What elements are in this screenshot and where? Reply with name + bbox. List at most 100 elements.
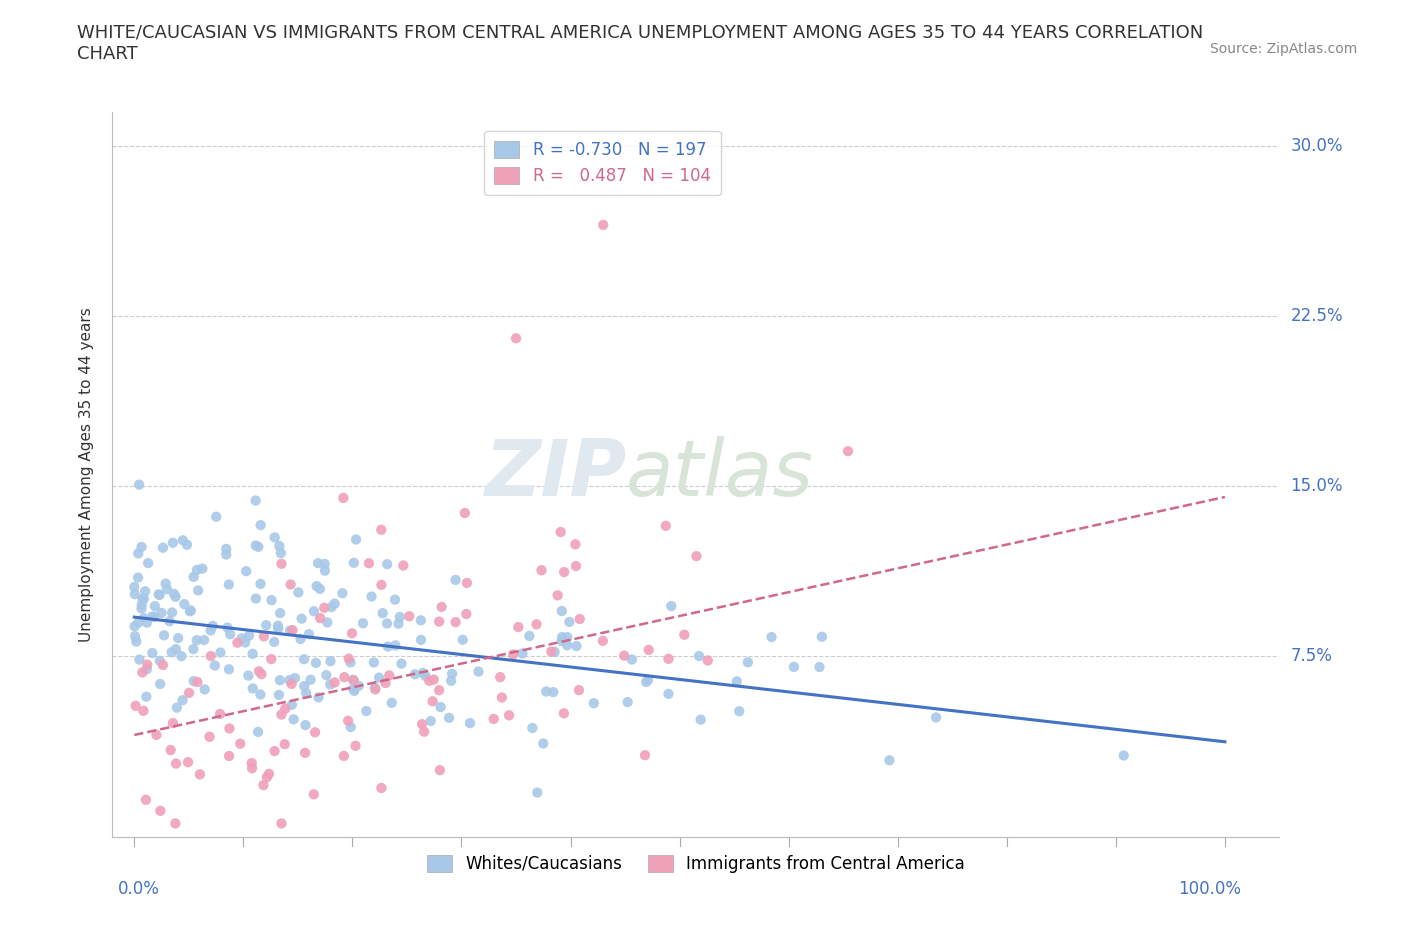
Point: [337, 651, 360, 666]
Point: [231, 631, 253, 645]
Point: [302, 604, 325, 618]
Point: [551, 604, 574, 618]
Point: [238, 628, 260, 643]
Point: [565, 559, 588, 574]
Point: [176, 538, 198, 552]
Point: [696, 653, 718, 668]
Point: [377, 639, 399, 654]
Point: [149, 676, 172, 691]
Point: [456, 576, 478, 591]
Point: [550, 525, 572, 539]
Point: [201, 618, 224, 633]
Point: [505, 331, 527, 346]
Point: [219, 627, 242, 642]
Point: [247, 539, 270, 554]
Point: [141, 609, 163, 624]
Point: [245, 538, 267, 553]
Point: [247, 724, 270, 739]
Point: [160, 644, 183, 659]
Point: [278, 623, 301, 638]
Point: [249, 518, 271, 533]
Point: [292, 652, 315, 667]
Point: [177, 755, 200, 770]
Point: [558, 615, 581, 630]
Point: [165, 590, 187, 604]
Point: [582, 696, 605, 711]
Point: [673, 628, 696, 643]
Point: [152, 540, 174, 555]
Point: [541, 684, 564, 699]
Point: [135, 792, 157, 807]
Point: [375, 557, 398, 572]
Point: [125, 634, 148, 649]
Point: [188, 767, 211, 782]
Point: [441, 666, 464, 681]
Point: [132, 703, 155, 718]
Point: [370, 523, 392, 538]
Point: [124, 698, 146, 713]
Point: [339, 720, 361, 735]
Point: [688, 648, 710, 663]
Point: [131, 597, 153, 612]
Point: [456, 606, 478, 621]
Point: [145, 727, 167, 742]
Point: [444, 573, 467, 588]
Point: [388, 609, 411, 624]
Point: [127, 616, 149, 631]
Point: [128, 477, 150, 492]
Point: [321, 600, 343, 615]
Point: [136, 555, 159, 570]
Point: [260, 592, 283, 607]
Point: [250, 667, 273, 682]
Point: [409, 632, 432, 647]
Point: [761, 630, 783, 644]
Point: [304, 724, 326, 739]
Point: [274, 737, 297, 751]
Point: [634, 748, 657, 763]
Point: [616, 695, 638, 710]
Point: [536, 684, 558, 698]
Point: [299, 672, 322, 687]
Point: [344, 738, 367, 753]
Point: [512, 646, 534, 661]
Point: [270, 816, 292, 830]
Point: [502, 647, 524, 662]
Point: [592, 633, 614, 648]
Point: [136, 615, 159, 630]
Point: [294, 718, 316, 733]
Point: [422, 694, 444, 709]
Point: [343, 673, 366, 688]
Point: [636, 674, 658, 689]
Point: [526, 617, 548, 631]
Point: [249, 687, 271, 702]
Point: [165, 642, 187, 657]
Point: [332, 490, 354, 505]
Point: [783, 659, 806, 674]
Text: 100.0%: 100.0%: [1178, 880, 1241, 898]
Point: [637, 672, 659, 687]
Point: [357, 556, 380, 571]
Point: [235, 564, 257, 578]
Point: [141, 645, 163, 660]
Point: [685, 549, 707, 564]
Point: [238, 668, 260, 683]
Point: [319, 677, 342, 692]
Point: [412, 666, 434, 681]
Point: [356, 704, 378, 719]
Point: [149, 653, 172, 668]
Point: [269, 672, 291, 687]
Legend: Whites/Caucasians, Immigrants from Central America: Whites/Caucasians, Immigrants from Centr…: [420, 848, 972, 880]
Point: [332, 586, 354, 601]
Point: [150, 605, 173, 620]
Point: [530, 563, 553, 578]
Point: [153, 628, 176, 643]
Point: [352, 616, 374, 631]
Point: [307, 556, 329, 571]
Point: [444, 615, 467, 630]
Point: [565, 639, 588, 654]
Point: [124, 587, 146, 602]
Point: [124, 618, 146, 633]
Point: [384, 638, 406, 653]
Point: [186, 632, 208, 647]
Text: 0.0%: 0.0%: [118, 880, 160, 898]
